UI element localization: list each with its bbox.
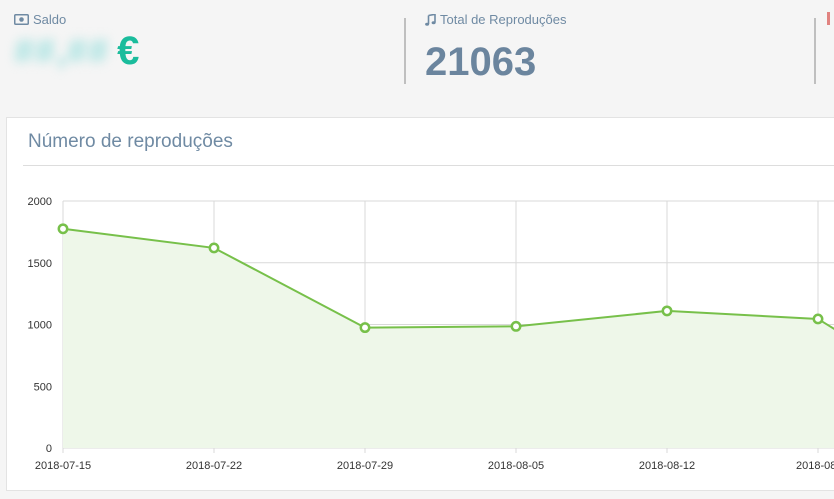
currency-symbol: € <box>117 29 140 73</box>
area-fill <box>63 228 834 448</box>
x-tick-label: 2018-08- <box>796 460 834 472</box>
data-point[interactable] <box>359 322 371 334</box>
panel-separator <box>23 165 834 166</box>
x-tick-label: 2018-08-12 <box>639 460 695 472</box>
plays-chart-panel: Número de reproduções 0 500 1000 1500 2000 2… <box>6 117 834 491</box>
x-tick-label: 2018-07-22 <box>186 460 242 472</box>
balance-amount-blurred: ##,## <box>14 30 110 71</box>
data-point[interactable] <box>510 320 522 332</box>
stats-bar: Saldo ##,## € Total de Reproduções 21063 <box>0 0 834 100</box>
data-points <box>57 223 824 334</box>
balance-value: ##,## € <box>14 30 139 72</box>
stat-divider <box>404 18 406 84</box>
balance-stat: Saldo <box>14 12 66 27</box>
y-tick-label: 1500 <box>28 258 52 270</box>
data-point[interactable] <box>208 242 220 254</box>
y-tick-label: 0 <box>46 443 52 455</box>
total-plays-stat: Total de Reproduções 21063 <box>425 12 725 92</box>
x-tick-label: 2018-07-29 <box>337 460 393 472</box>
y-tick-label: 500 <box>34 381 52 393</box>
data-point[interactable] <box>812 313 824 325</box>
data-point[interactable] <box>57 223 69 235</box>
data-point[interactable] <box>661 305 673 317</box>
y-axis-ticks: 0 500 1000 1500 2000 <box>28 196 52 455</box>
x-tick-label: 2018-07-15 <box>35 460 91 472</box>
y-tick-label: 2000 <box>28 196 52 208</box>
x-axis-ticks: 2018-07-15 2018-07-22 2018-07-29 2018-08-05… <box>35 460 834 472</box>
music-note-icon <box>425 13 436 26</box>
total-plays-value: 21063 <box>425 40 537 84</box>
total-plays-label: Total de Reproduções <box>440 12 567 27</box>
partial-stat-icon <box>827 12 830 25</box>
panel-title: Número de reproduções <box>28 131 233 152</box>
stat-divider <box>814 18 816 84</box>
balance-label: Saldo <box>33 12 67 27</box>
money-icon <box>14 14 29 25</box>
x-tick-label: 2018-08-05 <box>488 460 544 472</box>
y-tick-label: 1000 <box>28 320 52 332</box>
